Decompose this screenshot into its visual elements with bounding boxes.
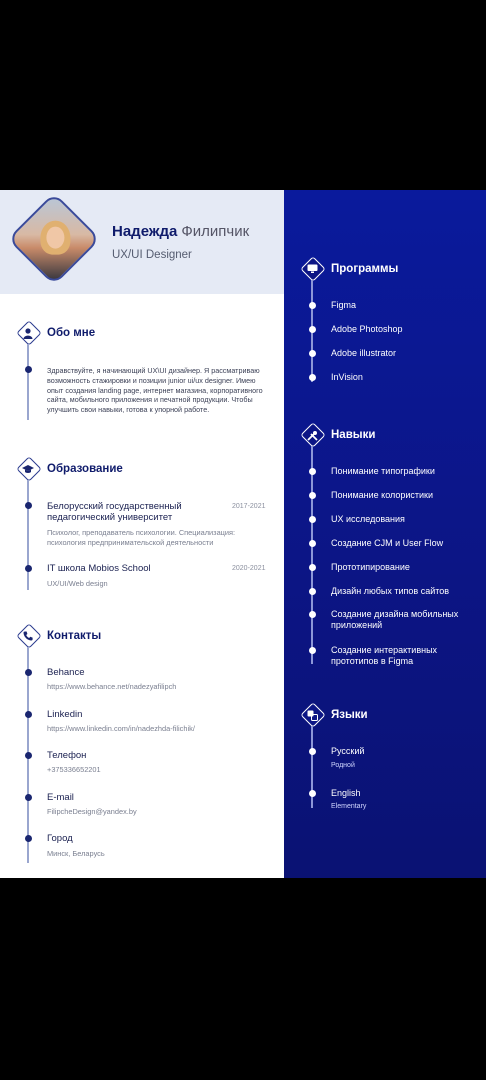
timeline-dot (308, 516, 316, 523)
contact-label: Linkedin (47, 709, 83, 720)
full-name: Надежда Филипчик (112, 223, 249, 240)
contacts-title: Контакты (47, 630, 102, 642)
timeline-dot (308, 611, 316, 618)
timeline-dot (308, 790, 316, 797)
education-title: Образование (47, 463, 123, 475)
job-title: UX/UI Designer (112, 249, 192, 261)
timeline-dot (308, 540, 316, 547)
contact-label: Телефон (47, 750, 87, 761)
tools-icon (301, 424, 323, 446)
about-text: Здравствуйте, я начинающий UX\UI дизайне… (47, 366, 263, 415)
timeline-dot (308, 748, 316, 755)
behance-link[interactable]: https://www.behance.net/nadezyafilipch (47, 682, 177, 691)
languages-timeline (311, 726, 313, 808)
programs-title: Программы (331, 263, 399, 275)
language-level: Родной (331, 762, 355, 769)
email-link[interactable]: FilipcheDesign@yandex.by (47, 807, 137, 816)
education-item-title: IT школа Mobios School (47, 563, 151, 574)
skill-item: Дизайн любых типов сайтов (331, 586, 450, 596)
about-timeline (27, 344, 29, 420)
graduation-cap-icon (17, 458, 39, 480)
education-item-sub: UX/UI/Web design (47, 579, 108, 588)
contact-label: Город (47, 833, 73, 844)
last-name: Филипчик (181, 223, 250, 240)
timeline-dot (24, 669, 32, 676)
timeline-dot (24, 794, 32, 801)
timeline-dot (308, 492, 316, 499)
translate-icon (301, 704, 323, 726)
contact-label: E-mail (47, 792, 74, 803)
language-name: English (331, 788, 361, 798)
timeline-dot (308, 468, 316, 475)
timeline-dot (24, 835, 32, 842)
phone-icon (17, 625, 39, 647)
program-item: InVision (331, 372, 363, 382)
education-item-sub: Психолог, преподаватель психологии. Спец… (47, 528, 236, 547)
timeline-dot (308, 647, 316, 654)
education-item-years: 2017-2021 (232, 503, 266, 510)
timeline-dot (308, 374, 316, 381)
phone-link[interactable]: +375336652201 (47, 765, 101, 774)
program-item: Figma (331, 300, 357, 310)
photo-face (46, 226, 65, 249)
left-column: Надежда Филипчик UX/UI Designer Обо мне З… (0, 190, 284, 878)
skill-item: Создание дизайна мобильных приложений (331, 609, 459, 630)
timeline-dot (24, 565, 32, 572)
language-level: Elementary (331, 803, 367, 810)
skill-item: Понимание колористики (331, 490, 434, 500)
contact-label: Behance (47, 667, 85, 678)
timeline-dot (24, 711, 32, 718)
skill-item: Понимание типографики (331, 466, 435, 476)
program-item: Adobe illustrator (331, 348, 397, 358)
skill-item: Создание интерактивных прототипов в Figm… (331, 645, 438, 666)
first-name: Надежда (112, 223, 178, 240)
about-title: Обо мне (47, 327, 96, 339)
timeline-dot (308, 564, 316, 571)
monitor-icon (301, 258, 323, 280)
timeline-dot (24, 752, 32, 759)
linkedin-link[interactable]: https://www.linkedin.com/in/nadezhda-fil… (47, 724, 195, 733)
languages-title: Языки (331, 709, 368, 721)
education-item-title: Белорусский государственный педагогическ… (47, 501, 182, 523)
user-icon (17, 322, 39, 344)
timeline-dot (24, 366, 32, 373)
city-value: Минск, Беларусь (47, 849, 105, 858)
timeline-dot (308, 588, 316, 595)
timeline-dot (24, 502, 32, 509)
education-timeline (27, 480, 29, 590)
skills-timeline (311, 446, 313, 664)
timeline-dot (308, 350, 316, 357)
resume-page: Надежда Филипчик UX/UI Designer Обо мне З… (0, 190, 486, 878)
education-item-years: 2020-2021 (232, 565, 266, 572)
timeline-dot (308, 302, 316, 309)
timeline-dot (308, 326, 316, 333)
skills-title: Навыки (331, 429, 376, 441)
program-item: Adobe Photoshop (331, 324, 403, 334)
skill-item: UX исследования (331, 514, 405, 524)
skill-item: Прототипирование (331, 562, 410, 572)
skill-item: Создание CJM и User Flow (331, 538, 444, 548)
right-column (284, 190, 486, 878)
language-name: Русский (331, 746, 365, 756)
